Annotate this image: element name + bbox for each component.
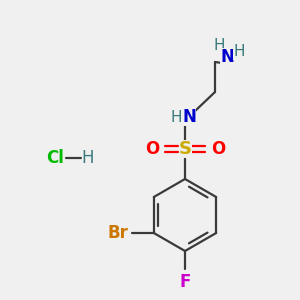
Text: N: N [182,108,196,126]
Text: O: O [145,140,159,158]
Text: H: H [213,38,225,53]
Text: H: H [233,44,245,59]
Text: N: N [220,48,234,66]
Text: S: S [178,140,191,158]
Text: Cl: Cl [46,149,64,167]
Text: H: H [82,149,94,167]
Text: O: O [211,140,225,158]
Text: Br: Br [107,224,128,242]
Text: F: F [179,273,191,291]
Text: H: H [170,110,182,124]
